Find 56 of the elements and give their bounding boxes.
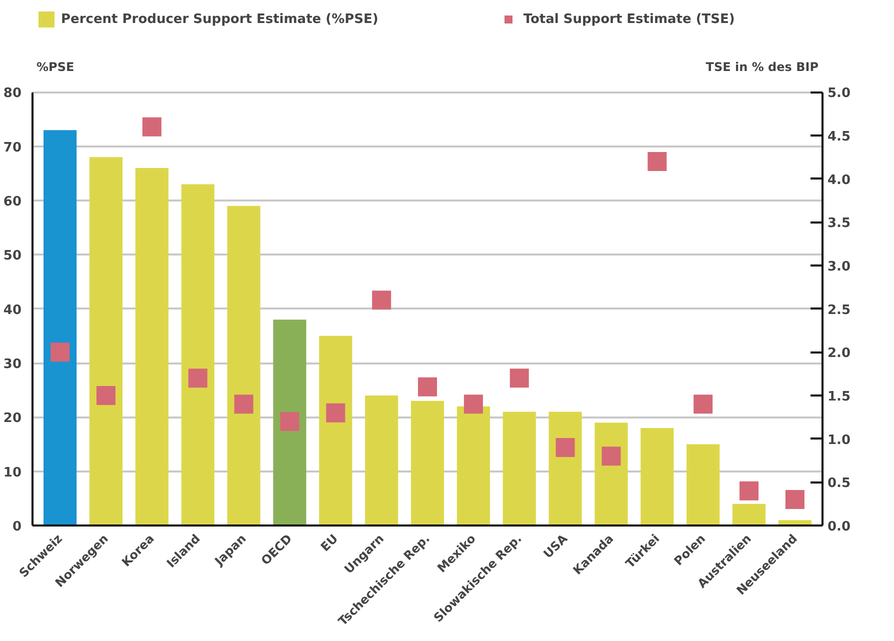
bar bbox=[181, 184, 214, 526]
bar bbox=[135, 168, 168, 526]
y2-tick-label: 5.0 bbox=[828, 86, 851, 102]
y2-tick-label: 2.5 bbox=[828, 302, 851, 318]
point bbox=[372, 290, 392, 310]
bar bbox=[365, 396, 398, 526]
bar bbox=[44, 130, 77, 526]
point bbox=[50, 342, 70, 362]
point bbox=[280, 412, 300, 431]
point bbox=[464, 394, 483, 414]
point bbox=[648, 152, 667, 171]
bar bbox=[89, 157, 123, 526]
bar bbox=[319, 336, 352, 526]
point bbox=[510, 368, 529, 388]
legend-label: Percent Producer Support Estimate (%PSE) bbox=[61, 10, 378, 28]
bar bbox=[640, 428, 674, 526]
y-tick-label: 80 bbox=[3, 86, 22, 102]
y-tick-label: 40 bbox=[3, 302, 22, 318]
y2-tick-label: 4.5 bbox=[828, 130, 851, 144]
y-axis-title: %PSE bbox=[36, 60, 74, 74]
y-tick-label: 0 bbox=[12, 520, 22, 534]
bar bbox=[456, 406, 490, 526]
point bbox=[418, 377, 437, 396]
y2-tick-label: 0.0 bbox=[828, 520, 851, 534]
y-tick-label: 30 bbox=[3, 357, 22, 372]
y2-tick-label: 1.5 bbox=[828, 390, 851, 404]
point bbox=[188, 368, 208, 388]
x-tick-label: EU bbox=[318, 532, 341, 554]
point bbox=[142, 117, 162, 136]
point bbox=[326, 403, 346, 422]
y-tick-label: 20 bbox=[3, 411, 22, 426]
legend-label: Total Support Estimate (TSE) bbox=[523, 10, 735, 28]
bar bbox=[502, 412, 536, 526]
point bbox=[602, 446, 621, 466]
y2-tick-label: 0.5 bbox=[828, 476, 851, 492]
y2-tick-label: 2.0 bbox=[828, 346, 851, 362]
y-tick-label: 50 bbox=[3, 248, 22, 264]
point bbox=[556, 438, 575, 457]
bar bbox=[410, 400, 444, 526]
point bbox=[694, 394, 713, 414]
bar bbox=[732, 504, 766, 526]
point bbox=[740, 481, 759, 500]
point bbox=[234, 394, 254, 414]
y-tick-label: 70 bbox=[3, 140, 22, 156]
y2-tick-label: 1.0 bbox=[828, 432, 851, 448]
point bbox=[96, 386, 116, 405]
point bbox=[785, 490, 804, 509]
y2-tick-label: 3.0 bbox=[828, 260, 851, 274]
y2-tick-label: 3.5 bbox=[828, 216, 851, 232]
y-tick-label: 10 bbox=[3, 465, 22, 480]
y2-tick-label: 4.0 bbox=[828, 172, 851, 188]
bar bbox=[273, 320, 306, 526]
y2-axis-title: TSE in % des BIP bbox=[706, 60, 819, 74]
bar bbox=[227, 206, 260, 526]
bar bbox=[686, 444, 720, 526]
y-tick-label: 60 bbox=[3, 194, 22, 210]
